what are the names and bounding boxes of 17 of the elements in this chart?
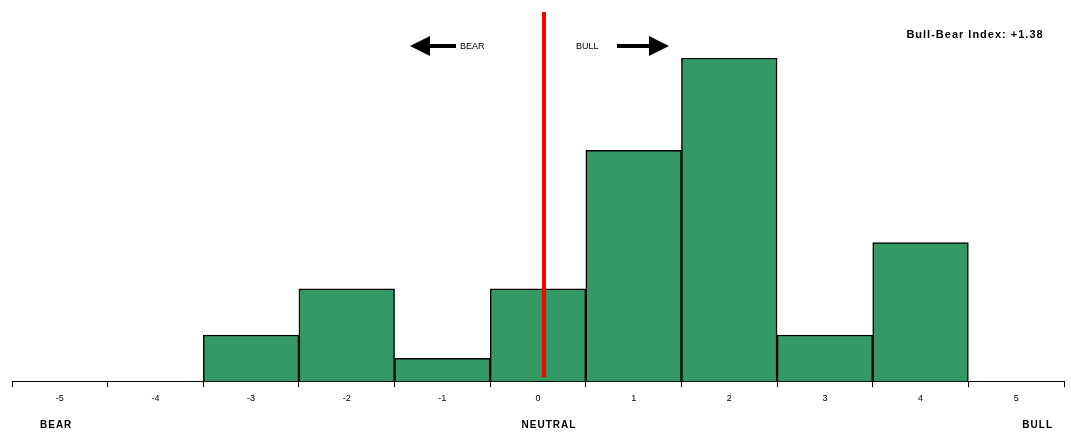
text: NEUTRAL bbox=[521, 419, 577, 430]
x-tick-label: -1 bbox=[438, 393, 447, 404]
x-tick-label: -4 bbox=[151, 393, 160, 404]
text: BULL bbox=[576, 41, 599, 51]
x-tick-label: 1 bbox=[631, 393, 637, 404]
x-tick-label: 0 bbox=[535, 393, 541, 404]
x-tick-label: -5 bbox=[55, 393, 64, 404]
x-tick-label: 2 bbox=[726, 393, 732, 404]
x-tick-label: 4 bbox=[918, 393, 924, 404]
x-tick-label: -2 bbox=[342, 393, 351, 404]
text: BEAR bbox=[40, 419, 73, 430]
x-tick-label: 5 bbox=[1013, 393, 1019, 404]
x-tick-label: -3 bbox=[247, 393, 256, 404]
text: BULL bbox=[1022, 419, 1053, 430]
text: BEAR bbox=[460, 41, 485, 51]
x-tick-label: 3 bbox=[822, 393, 828, 404]
chart-title: Bull-Bear Index: +1.38 bbox=[905, 27, 1045, 42]
